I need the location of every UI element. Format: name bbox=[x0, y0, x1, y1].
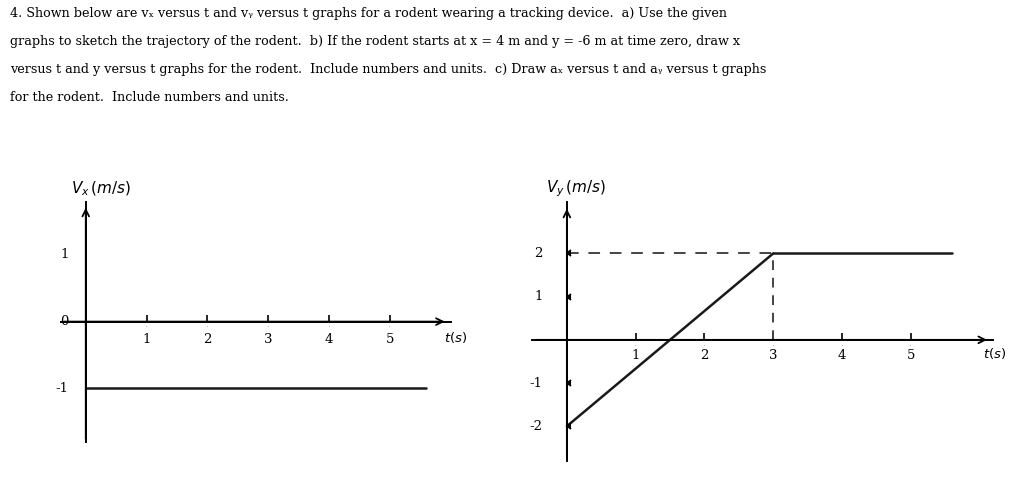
Text: 2: 2 bbox=[203, 333, 212, 346]
Text: 5: 5 bbox=[906, 349, 914, 362]
Text: 1: 1 bbox=[60, 249, 69, 262]
Text: 1: 1 bbox=[142, 333, 151, 346]
Text: 3: 3 bbox=[264, 333, 272, 346]
Text: 0: 0 bbox=[60, 315, 69, 328]
Text: for the rodent.  Include numbers and units.: for the rodent. Include numbers and unit… bbox=[10, 91, 289, 104]
Text: $t(s)$: $t(s)$ bbox=[983, 347, 1007, 361]
Text: -1: -1 bbox=[55, 382, 69, 395]
Text: 2: 2 bbox=[700, 349, 709, 362]
Text: graphs to sketch the trajectory of the rodent.  b) If the rodent starts at x = 4: graphs to sketch the trajectory of the r… bbox=[10, 35, 740, 48]
Text: $t(s)$: $t(s)$ bbox=[444, 330, 468, 345]
Text: 4: 4 bbox=[325, 333, 333, 346]
Text: 3: 3 bbox=[769, 349, 777, 362]
Text: versus t and y versus t graphs for the rodent.  Include numbers and units.  c) D: versus t and y versus t graphs for the r… bbox=[10, 63, 767, 76]
Text: 5: 5 bbox=[386, 333, 394, 346]
Text: -2: -2 bbox=[529, 420, 543, 433]
Text: -1: -1 bbox=[529, 376, 543, 390]
Text: 4: 4 bbox=[838, 349, 846, 362]
Text: 2: 2 bbox=[535, 247, 543, 260]
Text: $V_y\,(m/s)$: $V_y\,(m/s)$ bbox=[546, 179, 606, 200]
Text: $V_x\,(m/s)$: $V_x\,(m/s)$ bbox=[71, 180, 131, 198]
Text: 1: 1 bbox=[632, 349, 640, 362]
Text: 1: 1 bbox=[535, 290, 543, 303]
Text: 4. Shown below are vₓ versus t and vᵧ versus t graphs for a rodent wearing a tra: 4. Shown below are vₓ versus t and vᵧ ve… bbox=[10, 7, 727, 20]
